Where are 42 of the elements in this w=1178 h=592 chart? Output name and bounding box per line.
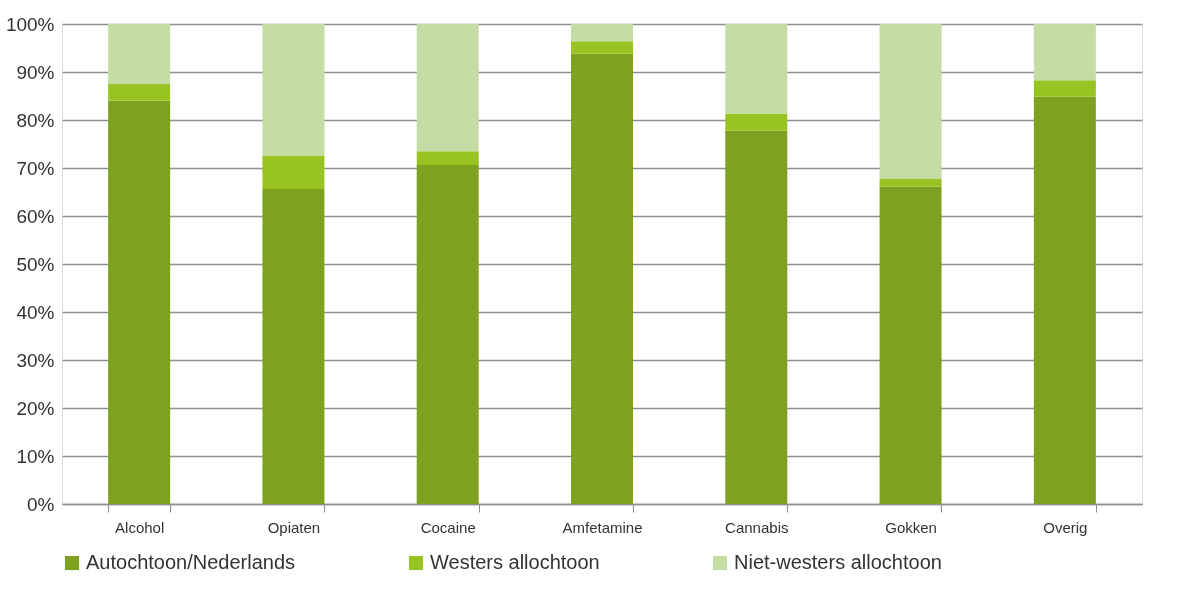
y-tick-label: 50% <box>16 253 55 275</box>
legend-label: Westers allochtoon <box>430 551 600 573</box>
y-tick-label: 10% <box>16 445 55 467</box>
bar <box>416 151 479 166</box>
bar <box>262 189 325 504</box>
x-tick-label: Amfetamine <box>562 518 643 536</box>
x-tick-label: Opiaten <box>267 518 321 536</box>
bar <box>1033 24 1096 81</box>
x-tick-label: Alcohol <box>115 518 165 536</box>
x-tick-label: Cocaine <box>420 518 476 536</box>
bar <box>571 41 633 54</box>
bar <box>108 100 171 504</box>
y-tick-label: 60% <box>16 205 55 227</box>
y-tick-label: 80% <box>16 109 55 131</box>
bar <box>725 113 788 131</box>
y-tick-label: 30% <box>16 349 55 371</box>
bar <box>571 53 633 504</box>
x-tick-label: Gokken <box>885 518 937 536</box>
bar <box>416 165 479 504</box>
x-tick-label: Cannabis <box>725 518 789 536</box>
y-tick-label: 100% <box>5 13 55 35</box>
y-tick-label: 40% <box>16 301 55 323</box>
y-tick-label: 0% <box>27 493 55 515</box>
bar <box>571 24 633 42</box>
bar <box>879 186 942 504</box>
bar <box>879 178 942 187</box>
legend-label: Autochtoon/Nederlands <box>86 551 296 573</box>
bar <box>1033 96 1096 504</box>
bar <box>879 24 942 179</box>
bar <box>262 155 325 190</box>
bar <box>725 24 788 114</box>
bar <box>416 24 479 152</box>
x-tick-label: Overig <box>1043 518 1088 536</box>
bar <box>108 24 171 84</box>
y-tick-label: 70% <box>16 157 55 179</box>
legend-label: Niet-westers allochtoon <box>734 551 942 573</box>
bar <box>725 130 788 504</box>
y-tick-label: 90% <box>16 61 55 83</box>
bar <box>262 24 325 156</box>
bar <box>108 84 171 101</box>
y-tick-label: 20% <box>16 397 55 419</box>
bar <box>1033 80 1096 97</box>
